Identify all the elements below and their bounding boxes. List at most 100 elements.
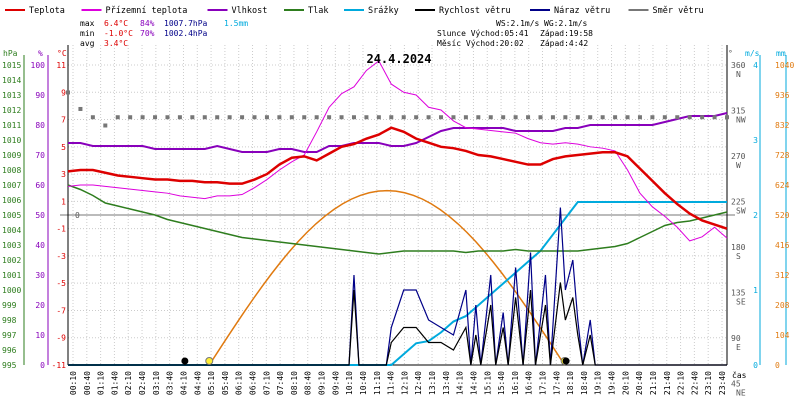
- wind-direction-point: [115, 115, 120, 120]
- wind-direction-point: [700, 115, 705, 120]
- stats-label: min: [80, 29, 95, 38]
- x-tick-label: 11:10: [373, 371, 382, 395]
- deg-tick: 270: [731, 152, 746, 161]
- moon-icon: [181, 357, 189, 365]
- mm-tick: 0: [775, 361, 780, 370]
- x-tick-label: 21:10: [649, 371, 658, 395]
- wind-direction-point: [339, 115, 344, 120]
- hpa-tick: 1012: [2, 106, 21, 115]
- sun-elevation-line: [208, 189, 566, 366]
- wind-direction-point: [526, 115, 531, 120]
- wind-direction-point: [314, 115, 319, 120]
- hpa-tick: 1005: [2, 211, 21, 220]
- wind-direction-point: [476, 115, 481, 120]
- hpa-tick: 1011: [2, 121, 21, 130]
- x-tick-label: 12:40: [414, 371, 423, 395]
- hpa-tick: 1006: [2, 196, 21, 205]
- x-tick-label: 04:10: [179, 371, 188, 395]
- grid: [60, 45, 735, 366]
- x-tick-label: 07:40: [276, 371, 285, 395]
- wind-direction-point: [451, 115, 456, 120]
- pct-tick: 80: [35, 121, 45, 130]
- x-tick-label: 16:40: [525, 371, 534, 395]
- hpa-tick: 1004: [2, 226, 21, 235]
- c-tick: -5: [56, 279, 66, 288]
- stats-press: 1002.4hPa: [164, 29, 208, 38]
- hpa-tick: 997: [2, 331, 17, 340]
- pct-tick: 10: [35, 331, 45, 340]
- wind-direction-point: [202, 115, 207, 120]
- c-tick: -7: [56, 306, 66, 315]
- deg-dir: S: [736, 252, 741, 261]
- x-tick-label: 03:40: [166, 371, 175, 395]
- pct-tick: 0: [40, 361, 45, 370]
- mm-tick: 936: [775, 91, 790, 100]
- legend-prizemni-teplota: Přízemní teplota: [106, 6, 188, 16]
- deg-dir: SW: [736, 207, 746, 216]
- ms-tick: 0: [753, 361, 758, 370]
- wind-direction-point: [177, 115, 182, 120]
- stats-rain: 1.5mm: [224, 19, 248, 28]
- x-tick-label: 01:10: [97, 371, 106, 395]
- hpa-tick: 998: [2, 316, 17, 325]
- c-tick: 3: [61, 170, 66, 179]
- x-tick-label: 10:40: [359, 371, 368, 395]
- deg-dir: NE: [736, 389, 746, 398]
- wind-direction-point: [662, 115, 667, 120]
- wind-direction-point: [414, 115, 419, 120]
- x-tick-label: 19:10: [594, 371, 603, 395]
- info-moonrise: Měsíc Východ:20:02: [437, 39, 524, 48]
- x-tick-label: 13:40: [442, 371, 451, 395]
- wind-direction-point: [103, 123, 108, 128]
- stats-hum: 70%: [140, 29, 155, 38]
- pct-tick: 70: [35, 151, 45, 160]
- c-tick: 9: [61, 88, 66, 97]
- stats-label: avg: [80, 39, 95, 48]
- axis-label-ms: m/s: [745, 49, 760, 58]
- info-moonset: Západ:4:42: [540, 39, 588, 48]
- legend-rychlost-vetru: Rychlost větru: [439, 6, 511, 16]
- x-tick-label: 20:10: [621, 371, 630, 395]
- wind-direction-point: [364, 115, 369, 120]
- axis-label-c: °C: [57, 49, 67, 58]
- c-tick: 1: [61, 197, 66, 206]
- series-vlhkost: [68, 112, 728, 153]
- axis-label-deg: °: [728, 49, 733, 58]
- x-tick-label: 02:40: [138, 371, 147, 395]
- series-srážky: [68, 200, 727, 366]
- x-tick-label: 18:40: [580, 371, 589, 395]
- stats-temp: 3.4°C: [104, 39, 128, 48]
- x-tick-label: 06:10: [235, 371, 244, 395]
- wind-direction-point: [650, 115, 655, 120]
- wind-direction-point: [289, 115, 294, 120]
- legend-vlhkost: Vlhkost: [232, 6, 268, 16]
- legend-teplota: Teplota: [29, 6, 65, 16]
- ms-tick: 2: [753, 211, 758, 220]
- hpa-tick: 1013: [2, 91, 21, 100]
- pct-tick: 90: [35, 91, 45, 100]
- hpa-tick: 1008: [2, 166, 21, 175]
- wind-direction-point: [513, 115, 518, 120]
- series-přízemní-teplota: [67, 60, 728, 242]
- x-tick-label: 09:10: [318, 371, 327, 395]
- hpa-tick: 996: [2, 346, 17, 355]
- zero-marker: 0: [75, 211, 80, 220]
- c-tick: -1: [56, 225, 66, 234]
- hpa-tick: 1002: [2, 256, 21, 265]
- mm-tick: 520: [775, 211, 790, 220]
- info-sunset: Západ:19:58: [540, 29, 593, 38]
- x-tick-label: 07:10: [262, 371, 271, 395]
- x-tick-label: 15:10: [483, 371, 492, 395]
- axis-label-time: čas: [732, 370, 747, 380]
- x-tick-label: 17:40: [552, 371, 561, 395]
- deg-dir: N: [736, 70, 741, 79]
- x-tick-label: 16:10: [511, 371, 520, 395]
- c-tick: 7: [61, 116, 66, 125]
- deg-dir: NW: [736, 116, 746, 125]
- deg-dir: W: [736, 161, 741, 170]
- pct-tick: 50: [35, 211, 45, 220]
- wind-direction-point: [277, 115, 282, 120]
- pct-tick: 30: [35, 271, 45, 280]
- x-tick-label: 00:40: [83, 371, 92, 395]
